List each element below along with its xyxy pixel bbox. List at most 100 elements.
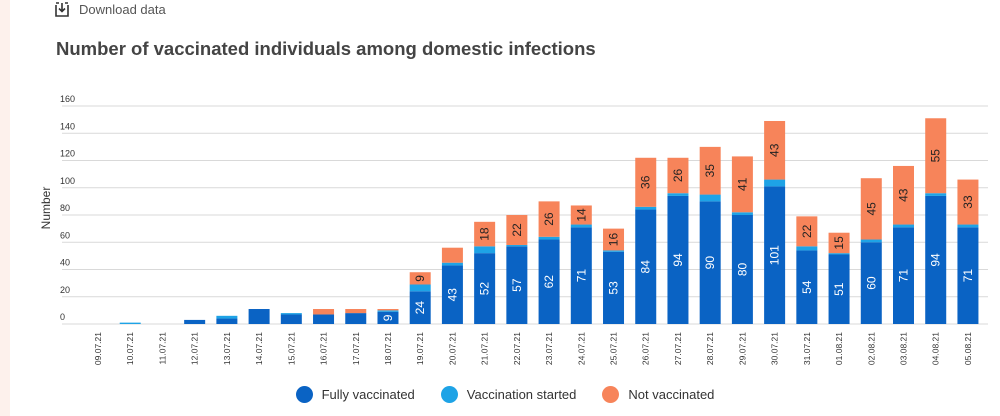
bar-not-vaccinated (699, 146, 721, 195)
bar-vaccination-started (860, 239, 882, 243)
x-tick-label: 31.07.21 (802, 332, 812, 365)
bar-fully-vaccinated (441, 265, 463, 324)
bar-fully-vaccinated (860, 242, 882, 324)
legend-swatch-vaccination-started (440, 386, 458, 403)
x-tick-label: 13.07.21 (222, 332, 232, 365)
bar-not-vaccinated (603, 228, 625, 251)
bar-fully-vaccinated (603, 251, 625, 324)
bar-fully-vaccinated (216, 318, 238, 324)
bar-not-vaccinated (796, 216, 818, 247)
bar-fully-vaccinated (248, 309, 270, 324)
bar-fully-vaccinated (893, 227, 914, 324)
x-tick-label: 04.08.21 (931, 332, 941, 365)
bar-not-vaccinated (764, 120, 786, 180)
bar-vaccination-started (119, 322, 141, 324)
bar-fully-vaccinated (957, 227, 979, 324)
x-tick-label: 23.07.21 (544, 332, 554, 365)
bar-not-vaccinated (957, 179, 979, 225)
download-label: Download data (79, 1, 166, 17)
x-tick-label: 02.08.21 (866, 332, 876, 365)
legend-label-vaccination-started: Vaccination started (466, 387, 577, 402)
bar-fully-vaccinated (409, 291, 431, 324)
data-label: 55 (929, 149, 943, 163)
bar-not-vaccinated (313, 309, 335, 315)
bar-vaccination-started (441, 262, 463, 266)
x-tick-label: 30.07.21 (770, 332, 780, 365)
y-tick-label: 140 (60, 121, 75, 131)
legend-label-fully-vaccinated: Fully vaccinated (321, 387, 415, 402)
bar-vaccination-started (570, 224, 592, 228)
bar-fully-vaccinated (506, 246, 528, 324)
y-axis-label: Number (39, 187, 53, 230)
x-tick-label: 05.08.21 (963, 332, 973, 365)
y-tick-label: 120 (60, 149, 75, 159)
bar-fully-vaccinated (731, 215, 753, 324)
data-label: 22 (510, 223, 524, 237)
bar-vaccination-started (667, 193, 689, 196)
x-tick-label: 24.07.21 (576, 332, 586, 365)
stacked-bar-chart: 0 20 40 60 80 100 120 140 160 Number 09.07.21 10.07… (39, 94, 988, 365)
bar-vaccination-started (893, 224, 914, 228)
data-label: 45 (864, 202, 878, 216)
data-label: 16 (607, 233, 621, 247)
x-tick-label: 26.07.21 (641, 332, 651, 365)
bar-fully-vaccinated (828, 254, 850, 324)
bar-vaccination-started (474, 246, 496, 254)
bar-vaccination-started (506, 244, 528, 247)
data-label: 43 (768, 143, 782, 157)
data-label: 15 (832, 236, 846, 250)
x-tick-label: 10.07.21 (125, 332, 135, 365)
bar-fully-vaccinated (570, 227, 592, 324)
bar-not-vaccinated (377, 309, 399, 311)
y-tick-label: 100 (60, 176, 75, 186)
data-label: 90 (703, 256, 717, 270)
bar-vaccination-started (409, 284, 431, 292)
x-tick-label: 15.07.21 (286, 332, 296, 365)
x-tick-label: 21.07.21 (480, 332, 490, 365)
bar-vaccination-started (925, 193, 947, 196)
bar-not-vaccinated (828, 232, 850, 254)
bar-vaccination-started (957, 224, 979, 228)
chart-panel: Download data Number of vaccinated indiv… (10, 0, 1000, 416)
chart-title: Number of vaccinated individuals among d… (56, 38, 596, 59)
bar-fully-vaccinated (280, 314, 302, 324)
x-tick-label: 03.08.21 (899, 332, 909, 365)
data-label: 35 (703, 164, 717, 178)
y-tick-label: 60 (60, 230, 70, 240)
y-tick-label: 0 (60, 312, 65, 322)
bar-fully-vaccinated (474, 253, 496, 324)
bar-not-vaccinated (409, 272, 431, 285)
legend-item-vaccination-started[interactable]: Vaccination started (440, 386, 577, 403)
x-tick-label: 25.07.21 (609, 332, 619, 365)
data-label: 14 (574, 208, 588, 222)
download-icon (54, 1, 70, 18)
bar-not-vaccinated (860, 178, 882, 240)
bar-fully-vaccinated (925, 195, 947, 324)
y-tick-label: 40 (60, 258, 70, 268)
data-label: 33 (961, 195, 975, 209)
bar-not-vaccinated (667, 157, 689, 194)
y-tick-label: 20 (60, 285, 70, 295)
bar-fully-vaccinated (635, 209, 657, 324)
x-tick-label: 09.07.21 (93, 332, 103, 365)
bar-vaccination-started (538, 236, 560, 240)
legend-item-not-vaccinated[interactable]: Not vaccinated (602, 386, 714, 403)
y-tick-label: 160 (60, 94, 75, 104)
legend-label-not-vaccinated: Not vaccinated (628, 387, 715, 402)
legend-item-fully-vaccinated[interactable]: Fully vaccinated (295, 386, 415, 403)
download-data-button[interactable]: Download data (54, 0, 166, 18)
bar-vaccination-started (699, 194, 721, 202)
x-tick-label: 22.07.21 (512, 332, 522, 365)
bar-fully-vaccinated (667, 195, 689, 324)
bar-vaccination-started (603, 250, 625, 252)
bar-fully-vaccinated (184, 319, 206, 324)
data-label: 43 (445, 288, 459, 302)
data-label: 71 (961, 269, 975, 283)
bar-vaccination-started (377, 310, 399, 312)
data-label: 101 (768, 245, 782, 265)
x-tick-label: 27.07.21 (673, 332, 683, 365)
data-label: 26 (542, 212, 556, 226)
x-tick-label: 18.07.21 (383, 332, 393, 365)
data-label: 53 (607, 281, 621, 295)
data-label: 52 (478, 282, 492, 296)
